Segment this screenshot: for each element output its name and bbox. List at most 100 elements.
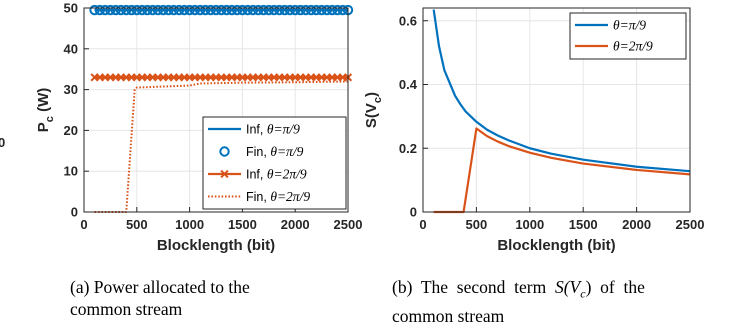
chart0-y-tick-label: 20 — [64, 123, 78, 138]
chart0-axes-box — [83, 7, 349, 213]
chart1-legend-label-0: θ=π/9 — [613, 18, 646, 33]
chart0-x-tick-label: 2000 — [281, 217, 310, 232]
chart0-legend-marker-2 — [220, 169, 229, 179]
chart1-x-tick-label: 1500 — [569, 217, 598, 232]
chart1-legend-box — [569, 12, 687, 60]
chart1-y-tick-label: 0.2 — [399, 141, 417, 156]
chart0-legend-label-0: Inf, θ=π/9 — [246, 122, 300, 137]
chart0-legend-marker-1 — [219, 146, 230, 157]
chart0-legend-label-1: Fin, θ=π/9 — [246, 144, 304, 159]
chart0-series-1-point — [226, 4, 238, 16]
chart0-series-1-point — [115, 4, 127, 16]
chart-a: 0 500 1000 1500 2000 2500 0 10 20 30 40 50 Blockleng… — [35, 1, 362, 255]
chart0-series-1-point — [205, 4, 216, 16]
caption-b-pre: (b) The second term — [392, 277, 555, 297]
chart1-series-1-line — [433, 127, 691, 214]
chart1-x-tick-label: 1000 — [515, 217, 544, 232]
chart0-series-1-point — [279, 4, 290, 16]
chart0-series-1-point — [136, 4, 148, 16]
chart0-legend-label-2: Inf, θ=2π/9 — [246, 167, 307, 182]
chart0-series-1-point — [158, 4, 169, 16]
chart1-y-axis-label: S(Vc) — [363, 92, 384, 128]
chart0-series-1-point — [263, 4, 274, 16]
chart0-x-tick-label: 1500 — [228, 217, 257, 232]
chart0-series-1-point — [147, 4, 158, 16]
chart0-series-1-point — [231, 4, 243, 16]
chart0-series-1-point — [210, 4, 222, 16]
chart0-series-1-point — [105, 4, 116, 16]
chart1-x-axis-label: Blocklength (bit) — [497, 237, 615, 254]
chart1-y-tick-label: 0 — [410, 205, 417, 220]
chart0-series-1-point — [99, 4, 111, 16]
caption-b-line1: (b) The second term S(Vc) of the — [392, 276, 712, 305]
chart1-legend-label-1: θ=2π/9 — [613, 39, 653, 54]
chart1-y-tick-label: 0.4 — [399, 77, 418, 92]
chart0-y-tick-label: 10 — [64, 164, 78, 179]
chart0-series-1-point — [163, 4, 174, 16]
chart0-series-1-point — [110, 4, 121, 16]
chart0-legend-label-3: Fin, θ=2π/9 — [246, 189, 310, 204]
chart0-series-1-point — [121, 4, 132, 16]
chart1-y-tick-label: 0.6 — [399, 13, 417, 28]
chart0-series-1-point — [200, 4, 211, 16]
chart0-series-1-point — [216, 4, 227, 16]
chart0-series-1-point — [168, 4, 179, 16]
chart0-series-1-point — [89, 4, 100, 16]
chart0-y-tick-label: 50 — [64, 1, 78, 16]
chart0-series-1-point — [189, 4, 201, 16]
chart0-series-1-point — [300, 4, 311, 16]
chart0-series-1-point — [321, 4, 333, 16]
chart0-series-1-point — [337, 4, 348, 16]
chart1-x-tick-label: 500 — [466, 217, 488, 232]
chart0-series-1-point — [326, 4, 338, 16]
chart0-series-1-point — [268, 4, 280, 16]
chart0-series-1-point — [316, 4, 327, 16]
caption-b-post: of the — [591, 277, 645, 297]
chart0-series-1-point — [258, 4, 269, 16]
chart0-series-1-point — [179, 4, 190, 16]
chart0-series-1-point — [152, 4, 164, 16]
chart0-series-1-point — [184, 4, 195, 16]
chart1-legend: θ=π/9 θ=2π/9 — [569, 12, 687, 60]
chart0-y-tick-label: 0 — [71, 205, 78, 220]
caption-a-line1: (a) Power allocated to the — [70, 277, 250, 297]
chart0-x-axis-label: Blocklength (bit) — [157, 237, 275, 254]
chart0-y-tick-label: 40 — [64, 41, 78, 56]
chart0-series-1-point — [173, 4, 185, 16]
chart0-series-1-point — [332, 4, 343, 16]
chart0-series-1-point — [311, 4, 322, 16]
chart1-x-tick-label: 0 — [419, 217, 426, 232]
chart1-series-0-line — [432, 9, 691, 173]
chart0-legend: Inf, θ=π/9 Fin, θ=π/9 Inf, θ=2π/9 Fin, θ=2π… — [202, 116, 347, 210]
chart0-series-1-point — [194, 4, 206, 16]
chart0-y-tick-label: 30 — [64, 82, 78, 97]
chart-b: 0 500 1000 1500 2000 2500 0 0.2 0.4 0.6 Blocklengt… — [363, 7, 705, 254]
caption-b-line2: common stream — [392, 305, 505, 326]
chart0-series-1-point — [131, 4, 143, 16]
chart1-x-tick-label: 2000 — [622, 217, 651, 232]
chart0-series-1-point — [237, 4, 248, 16]
chart0-series-1-point — [221, 4, 232, 16]
chart0-series-1-point — [290, 4, 301, 16]
chart1-x-tick-label: 2500 — [676, 217, 705, 232]
chart0-series-1-point — [247, 4, 259, 16]
chart0-y-axis-label: Pc (W) — [35, 88, 56, 132]
chart0-x-tick-label: 500 — [126, 217, 148, 232]
chart0-series-1-point — [305, 4, 317, 16]
chart0-series-1-point — [295, 4, 306, 16]
chart0-legend-box — [202, 116, 347, 210]
caption-a: (a) Power allocated to the common stream — [70, 276, 370, 320]
caption-b: (b) The second term S(Vc) of the common … — [392, 276, 712, 327]
chart0-series-1-point — [274, 4, 285, 16]
chart0-series-1-point — [126, 4, 137, 16]
chart1-axes-box — [422, 7, 691, 213]
chart0-series-3-line — [94, 80, 349, 213]
caption-b-sub: c — [580, 286, 586, 301]
chart0-series-1-point — [242, 4, 253, 16]
partial-left-label: 0 — [0, 135, 5, 150]
chart0-series-1-point — [142, 4, 153, 16]
caption-b-close: ) — [585, 277, 592, 297]
caption-b-math: S(V — [554, 277, 581, 297]
caption-a-line2: common stream — [70, 299, 183, 319]
